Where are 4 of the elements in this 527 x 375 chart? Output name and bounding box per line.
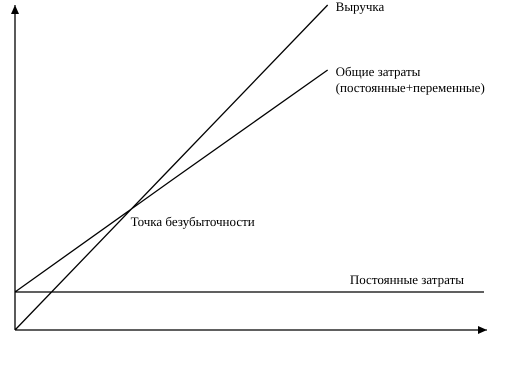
- series-label: Выручка: [336, 0, 385, 14]
- annotation: Точка безубыточности: [130, 214, 255, 229]
- series-label: Постоянные затраты: [350, 272, 464, 287]
- series-label: Общие затраты (постоянные+переменные): [336, 64, 485, 95]
